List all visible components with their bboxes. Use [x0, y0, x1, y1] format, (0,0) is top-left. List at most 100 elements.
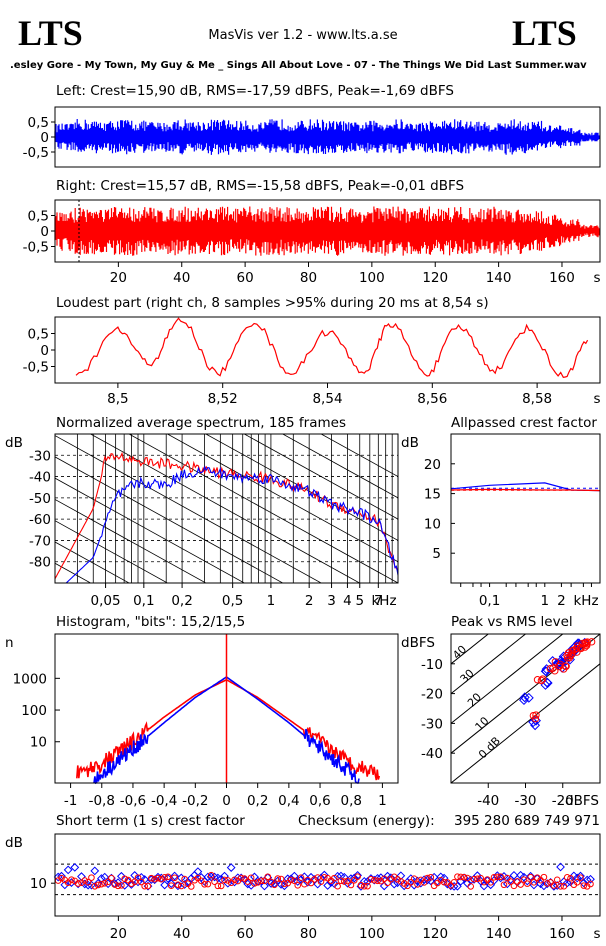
right-point	[277, 875, 285, 883]
right-point	[201, 881, 208, 888]
right-point	[551, 667, 559, 675]
right-point	[217, 882, 225, 890]
left-point	[77, 872, 86, 881]
left-point	[526, 871, 535, 881]
loudest-series	[75, 317, 589, 378]
right-waveform-chart: 0,50-0,5 20 40 60 80 100 120 140 160 s	[23, 199, 601, 286]
right-point	[470, 875, 478, 883]
crest-diagonal-label: 20	[465, 691, 484, 710]
x-tick-label: 20	[110, 926, 127, 942]
left-point	[193, 867, 203, 877]
x-tick-label: 8,58	[522, 391, 552, 407]
x-tick-label: -0,6	[120, 793, 146, 809]
right-point	[68, 876, 75, 884]
x-tick-label: 80	[300, 926, 317, 942]
right-point	[539, 675, 547, 683]
left-point	[113, 878, 123, 887]
spectrum-ylabel: dB	[5, 435, 23, 451]
x-tick-label: -40	[477, 793, 499, 809]
right-point	[314, 874, 321, 881]
x-tick-label: 2	[557, 593, 566, 609]
right-point	[331, 874, 338, 882]
y-tick-label: -80	[29, 555, 51, 571]
spectrum-series-right	[55, 451, 398, 579]
right-point	[553, 876, 561, 884]
y-tick-label: 15	[424, 487, 441, 503]
left-point	[389, 879, 399, 889]
right-point	[128, 880, 135, 887]
left-point	[540, 666, 551, 677]
x-tick-label: 20	[110, 270, 127, 286]
right-point	[551, 658, 560, 666]
y-tick-label: 0,5	[28, 327, 49, 343]
right-point	[350, 876, 358, 884]
right-point	[464, 874, 471, 882]
right-point	[257, 877, 265, 885]
right-point	[364, 882, 371, 890]
x-tick-label: 8,54	[312, 391, 342, 407]
right-point	[497, 873, 504, 880]
right-point	[287, 876, 295, 884]
right-point	[578, 639, 587, 648]
spectrum-plot-area	[55, 434, 398, 583]
x-tick-label: 0,2	[247, 793, 268, 809]
right-point	[98, 880, 105, 888]
left-point	[383, 871, 392, 881]
right-point	[450, 879, 458, 886]
right-point	[174, 881, 182, 888]
right-point	[271, 881, 278, 889]
x-tick-label: -1	[64, 793, 77, 809]
grid-tilt	[55, 520, 169, 583]
y-tick-label: -30	[29, 448, 51, 464]
right-point	[567, 875, 574, 882]
right-point	[507, 878, 514, 885]
x-tick-label: 40	[173, 926, 190, 942]
right-point	[101, 879, 109, 887]
right-point	[467, 883, 475, 890]
left-point	[489, 876, 499, 885]
waveform-series	[54, 119, 600, 155]
grid-tilt	[55, 435, 322, 583]
left-point	[539, 881, 549, 891]
x-tick-label: 1	[540, 593, 549, 609]
left-point	[243, 879, 253, 889]
right-point	[134, 874, 142, 881]
left-point	[87, 880, 96, 890]
right-point	[577, 874, 584, 882]
right-point	[540, 873, 548, 881]
left-point	[329, 879, 339, 889]
right-point	[504, 874, 511, 882]
right-point	[151, 875, 158, 883]
y-tick-label: -40	[29, 470, 51, 486]
right-point	[197, 877, 205, 885]
file-name: .esley Gore - My Town, My Guy & Me _ Sin…	[10, 60, 587, 71]
left-point	[60, 880, 70, 890]
right-point	[204, 880, 212, 888]
right-point	[550, 882, 558, 889]
right-point	[167, 882, 175, 889]
left-point	[379, 881, 389, 891]
y-tick-label: 0	[40, 130, 49, 146]
logo-left: LTS	[18, 13, 83, 53]
right-point	[247, 874, 255, 882]
x-tick-label: 0,05	[91, 593, 121, 609]
right-point	[334, 882, 341, 890]
right-point	[581, 638, 590, 647]
x-tick-label: 160	[549, 926, 575, 942]
shortcrest-ylabel: dB	[5, 835, 23, 851]
y-tick-label: 0	[40, 343, 49, 359]
x-tick-label: 140	[486, 270, 512, 286]
left-chart-title: Left: Crest=15,90 dB, RMS=-17,59 dBFS, P…	[56, 83, 454, 99]
left-point	[226, 863, 236, 872]
right-point	[487, 879, 494, 886]
right-point	[144, 882, 152, 890]
x-unit-label: kHz	[573, 593, 598, 609]
right-point	[291, 877, 298, 885]
right-point	[158, 875, 165, 883]
y-tick-label: -10	[421, 657, 443, 673]
crest-diagonal-label: 10	[473, 714, 492, 733]
y-tick-label: 5	[432, 546, 441, 562]
grid-tilt	[281, 434, 398, 499]
right-point	[384, 879, 391, 887]
